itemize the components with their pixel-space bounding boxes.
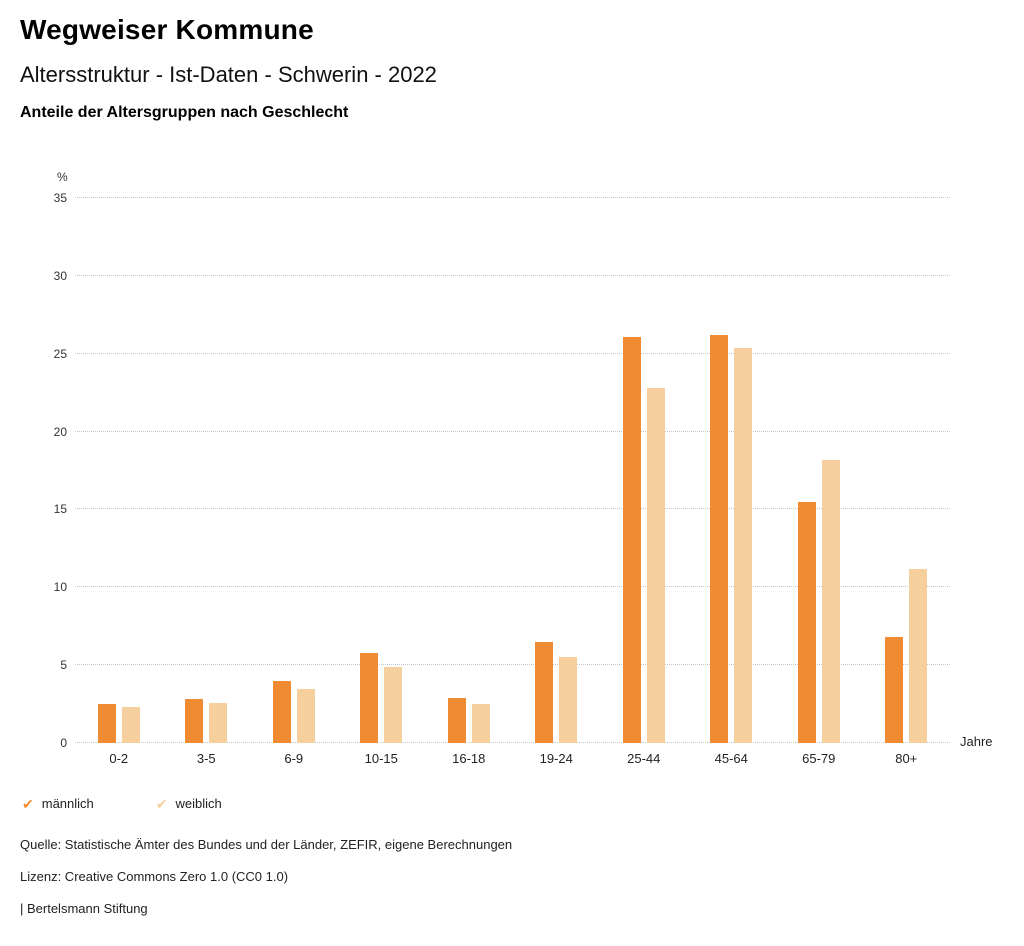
bar-weiblich-0-2[interactable] xyxy=(121,707,140,743)
bar-männlich-6-9[interactable] xyxy=(272,680,291,743)
x-axis-labels: 0-2 3-5 6-9 10-15 16-18 19-24 25-44 45-64 65-79 8… xyxy=(75,751,950,766)
legend-label-weiblich: weiblich xyxy=(175,796,222,811)
check-icon: ✔ xyxy=(22,795,34,812)
x-axis-tick-label: 80+ xyxy=(895,751,918,766)
gridline xyxy=(75,274,950,276)
bar-männlich-19-24[interactable] xyxy=(535,641,554,743)
gridline xyxy=(75,742,950,743)
y-axis-tick-label: 25 xyxy=(53,346,67,361)
bar-männlich-16-18[interactable] xyxy=(447,697,466,743)
bar-weiblich-10-15[interactable] xyxy=(384,666,403,743)
bar-group-16-18 xyxy=(425,198,513,743)
legend-label-maennlich: männlich xyxy=(41,796,94,811)
bar-weiblich-45-64[interactable] xyxy=(734,347,753,743)
y-axis-unit-label: % xyxy=(57,170,68,184)
bar-group-80+ xyxy=(863,198,951,743)
bar-weiblich-25-44[interactable] xyxy=(646,387,665,743)
x-axis-tick-label: 25-44 xyxy=(627,751,661,766)
y-axis-tick-label: 30 xyxy=(53,268,67,283)
bar-weiblich-19-24[interactable] xyxy=(559,657,578,743)
bar-chart: % Jahre 0 5 10 15 20 25 30 35 0-2 3-5 6-9 10-15 16-… xyxy=(54,170,993,766)
bar-group-25-44 xyxy=(600,198,688,743)
bar-group-10-15 xyxy=(338,198,426,743)
gridline xyxy=(75,197,950,198)
bar-groups xyxy=(75,198,950,743)
chart-heading: Anteile der Altersgruppen nach Geschlech… xyxy=(20,104,349,121)
legend: ✔ männlich ✔ weiblich xyxy=(22,796,1024,811)
bar-group-3-5 xyxy=(163,198,251,743)
source-note: Quelle: Statistische Ämter des Bundes un… xyxy=(20,837,513,852)
plot-area: Jahre 0 5 10 15 20 25 30 35 xyxy=(54,191,993,750)
bar-männlich-10-15[interactable] xyxy=(360,652,379,743)
y-axis-tick-label: 15 xyxy=(53,502,67,517)
bar-weiblich-6-9[interactable] xyxy=(296,688,315,743)
bar-group-19-24 xyxy=(513,198,601,743)
legend-item-weiblich[interactable]: ✔ weiblich xyxy=(156,796,222,811)
page-subtitle: Altersstruktur - Ist-Daten - Schwerin - … xyxy=(20,62,437,87)
bar-männlich-3-5[interactable] xyxy=(185,699,204,743)
bar-weiblich-65-79[interactable] xyxy=(821,459,840,743)
x-axis-tick-label: 10-15 xyxy=(364,751,398,766)
attribution-note: | Bertelsmann Stiftung xyxy=(20,901,148,916)
page-title: Wegweiser Kommune xyxy=(20,14,314,45)
license-note: Lizenz: Creative Commons Zero 1.0 (CC0 1… xyxy=(20,869,289,884)
bar-männlich-65-79[interactable] xyxy=(797,501,816,743)
y-axis-tick-label: 5 xyxy=(60,658,67,673)
x-axis-tick-label: 45-64 xyxy=(714,751,748,766)
y-axis-tick-label: 35 xyxy=(53,191,67,205)
bar-group-65-79 xyxy=(775,198,863,743)
bar-männlich-25-44[interactable] xyxy=(622,336,641,743)
x-axis-tick-label: 6-9 xyxy=(284,751,304,766)
y-axis-tick-label: 20 xyxy=(53,424,67,439)
bar-männlich-0-2[interactable] xyxy=(97,704,116,743)
x-axis-tick-label: 19-24 xyxy=(539,751,573,766)
bar-männlich-45-64[interactable] xyxy=(710,335,729,743)
gridline xyxy=(75,430,950,432)
x-axis-tick-label: 16-18 xyxy=(452,751,486,766)
bar-männlich-80+[interactable] xyxy=(885,637,904,743)
legend-item-maennlich[interactable]: ✔ männlich xyxy=(22,796,94,811)
bar-weiblich-3-5[interactable] xyxy=(209,702,228,743)
y-axis-tick-label: 0 xyxy=(60,736,67,750)
x-axis-unit-label: Jahre xyxy=(960,734,993,749)
footer: Quelle: Statistische Ämter des Bundes un… xyxy=(20,837,1024,916)
check-icon: ✔ xyxy=(155,795,168,812)
gridline xyxy=(75,352,950,354)
x-axis-tick-label: 3-5 xyxy=(196,751,216,766)
bar-group-45-64 xyxy=(688,198,776,743)
gridline xyxy=(75,586,950,588)
bar-group-6-9 xyxy=(250,198,338,743)
bar-group-0-2 xyxy=(75,198,163,743)
y-axis-tick-label: 10 xyxy=(53,580,67,595)
gridline xyxy=(75,508,950,510)
x-axis-tick-label: 65-79 xyxy=(802,751,836,766)
gridline xyxy=(75,664,950,666)
bar-weiblich-80+[interactable] xyxy=(909,568,928,743)
bar-weiblich-16-18[interactable] xyxy=(471,704,490,743)
x-axis-tick-label: 0-2 xyxy=(109,751,129,766)
